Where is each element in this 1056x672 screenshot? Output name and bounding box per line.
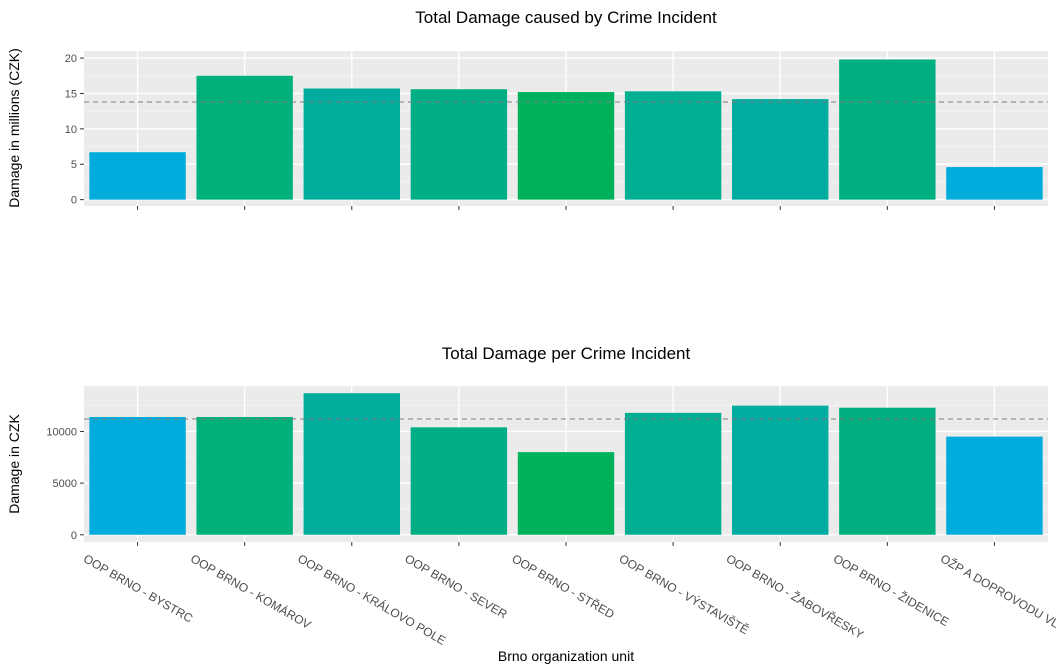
bottom-chart-y-tick-label: 5000 — [53, 478, 77, 490]
bottom-chart-y-tick-label: 0 — [71, 530, 77, 542]
top-chart-bar — [303, 88, 400, 200]
top-chart-y-tick-label: 0 — [71, 195, 77, 207]
bottom-chart-bar — [624, 412, 722, 535]
bottom-chart-y-tick-label: 10000 — [46, 426, 77, 438]
x-tick-label: OOP BRNO - ŽIDENICE — [831, 551, 952, 630]
top-chart-bar — [410, 89, 508, 200]
top-chart-panel: 0 5 10 15 20 — [65, 51, 1048, 210]
bottom-chart-bar — [946, 436, 1043, 535]
bottom-chart-y-axis-label: Damage in CZK — [6, 414, 22, 514]
top-chart-y-tick-label: 5 — [71, 159, 77, 171]
bottom-chart-panel: 0 5000 10000 — [46, 386, 1048, 546]
top-chart-bar — [946, 167, 1043, 200]
bottom-chart-bar — [89, 416, 186, 535]
top-chart-bar — [732, 99, 829, 200]
bottom-chart-bar — [517, 452, 615, 535]
x-axis-label: Brno organization unit — [498, 648, 634, 664]
top-chart-bar — [839, 59, 936, 200]
bottom-chart-bar — [732, 405, 829, 535]
top-chart-bar — [89, 152, 186, 200]
bottom-chart-bar — [839, 407, 936, 535]
top-chart-y-axis-label: Damage in millions (CZK) — [6, 48, 22, 207]
top-chart-y-tick-label: 20 — [65, 53, 77, 65]
x-tick-label: OOP BRNO - STŘED — [510, 551, 618, 622]
top-chart-bar — [196, 75, 293, 200]
bottom-chart-bar — [196, 416, 293, 535]
bottom-chart-bar — [303, 393, 400, 535]
top-chart-title: Total Damage caused by Crime Incident — [415, 8, 717, 27]
x-tick-label: OŽP A DOPROVODU VLAKŮ — [938, 551, 1056, 644]
bottom-chart-bar — [410, 427, 508, 535]
top-chart-bar — [624, 91, 722, 200]
x-tick-label: OOP BRNO - SEVER — [402, 551, 510, 621]
top-chart-bar — [517, 92, 615, 200]
x-tick-label: OOP BRNO - BYSTRC — [81, 551, 196, 625]
top-chart-y-tick-label: 15 — [65, 88, 77, 100]
bottom-chart-title: Total Damage per Crime Incident — [442, 344, 691, 363]
top-chart-y-tick-label: 10 — [65, 124, 77, 136]
